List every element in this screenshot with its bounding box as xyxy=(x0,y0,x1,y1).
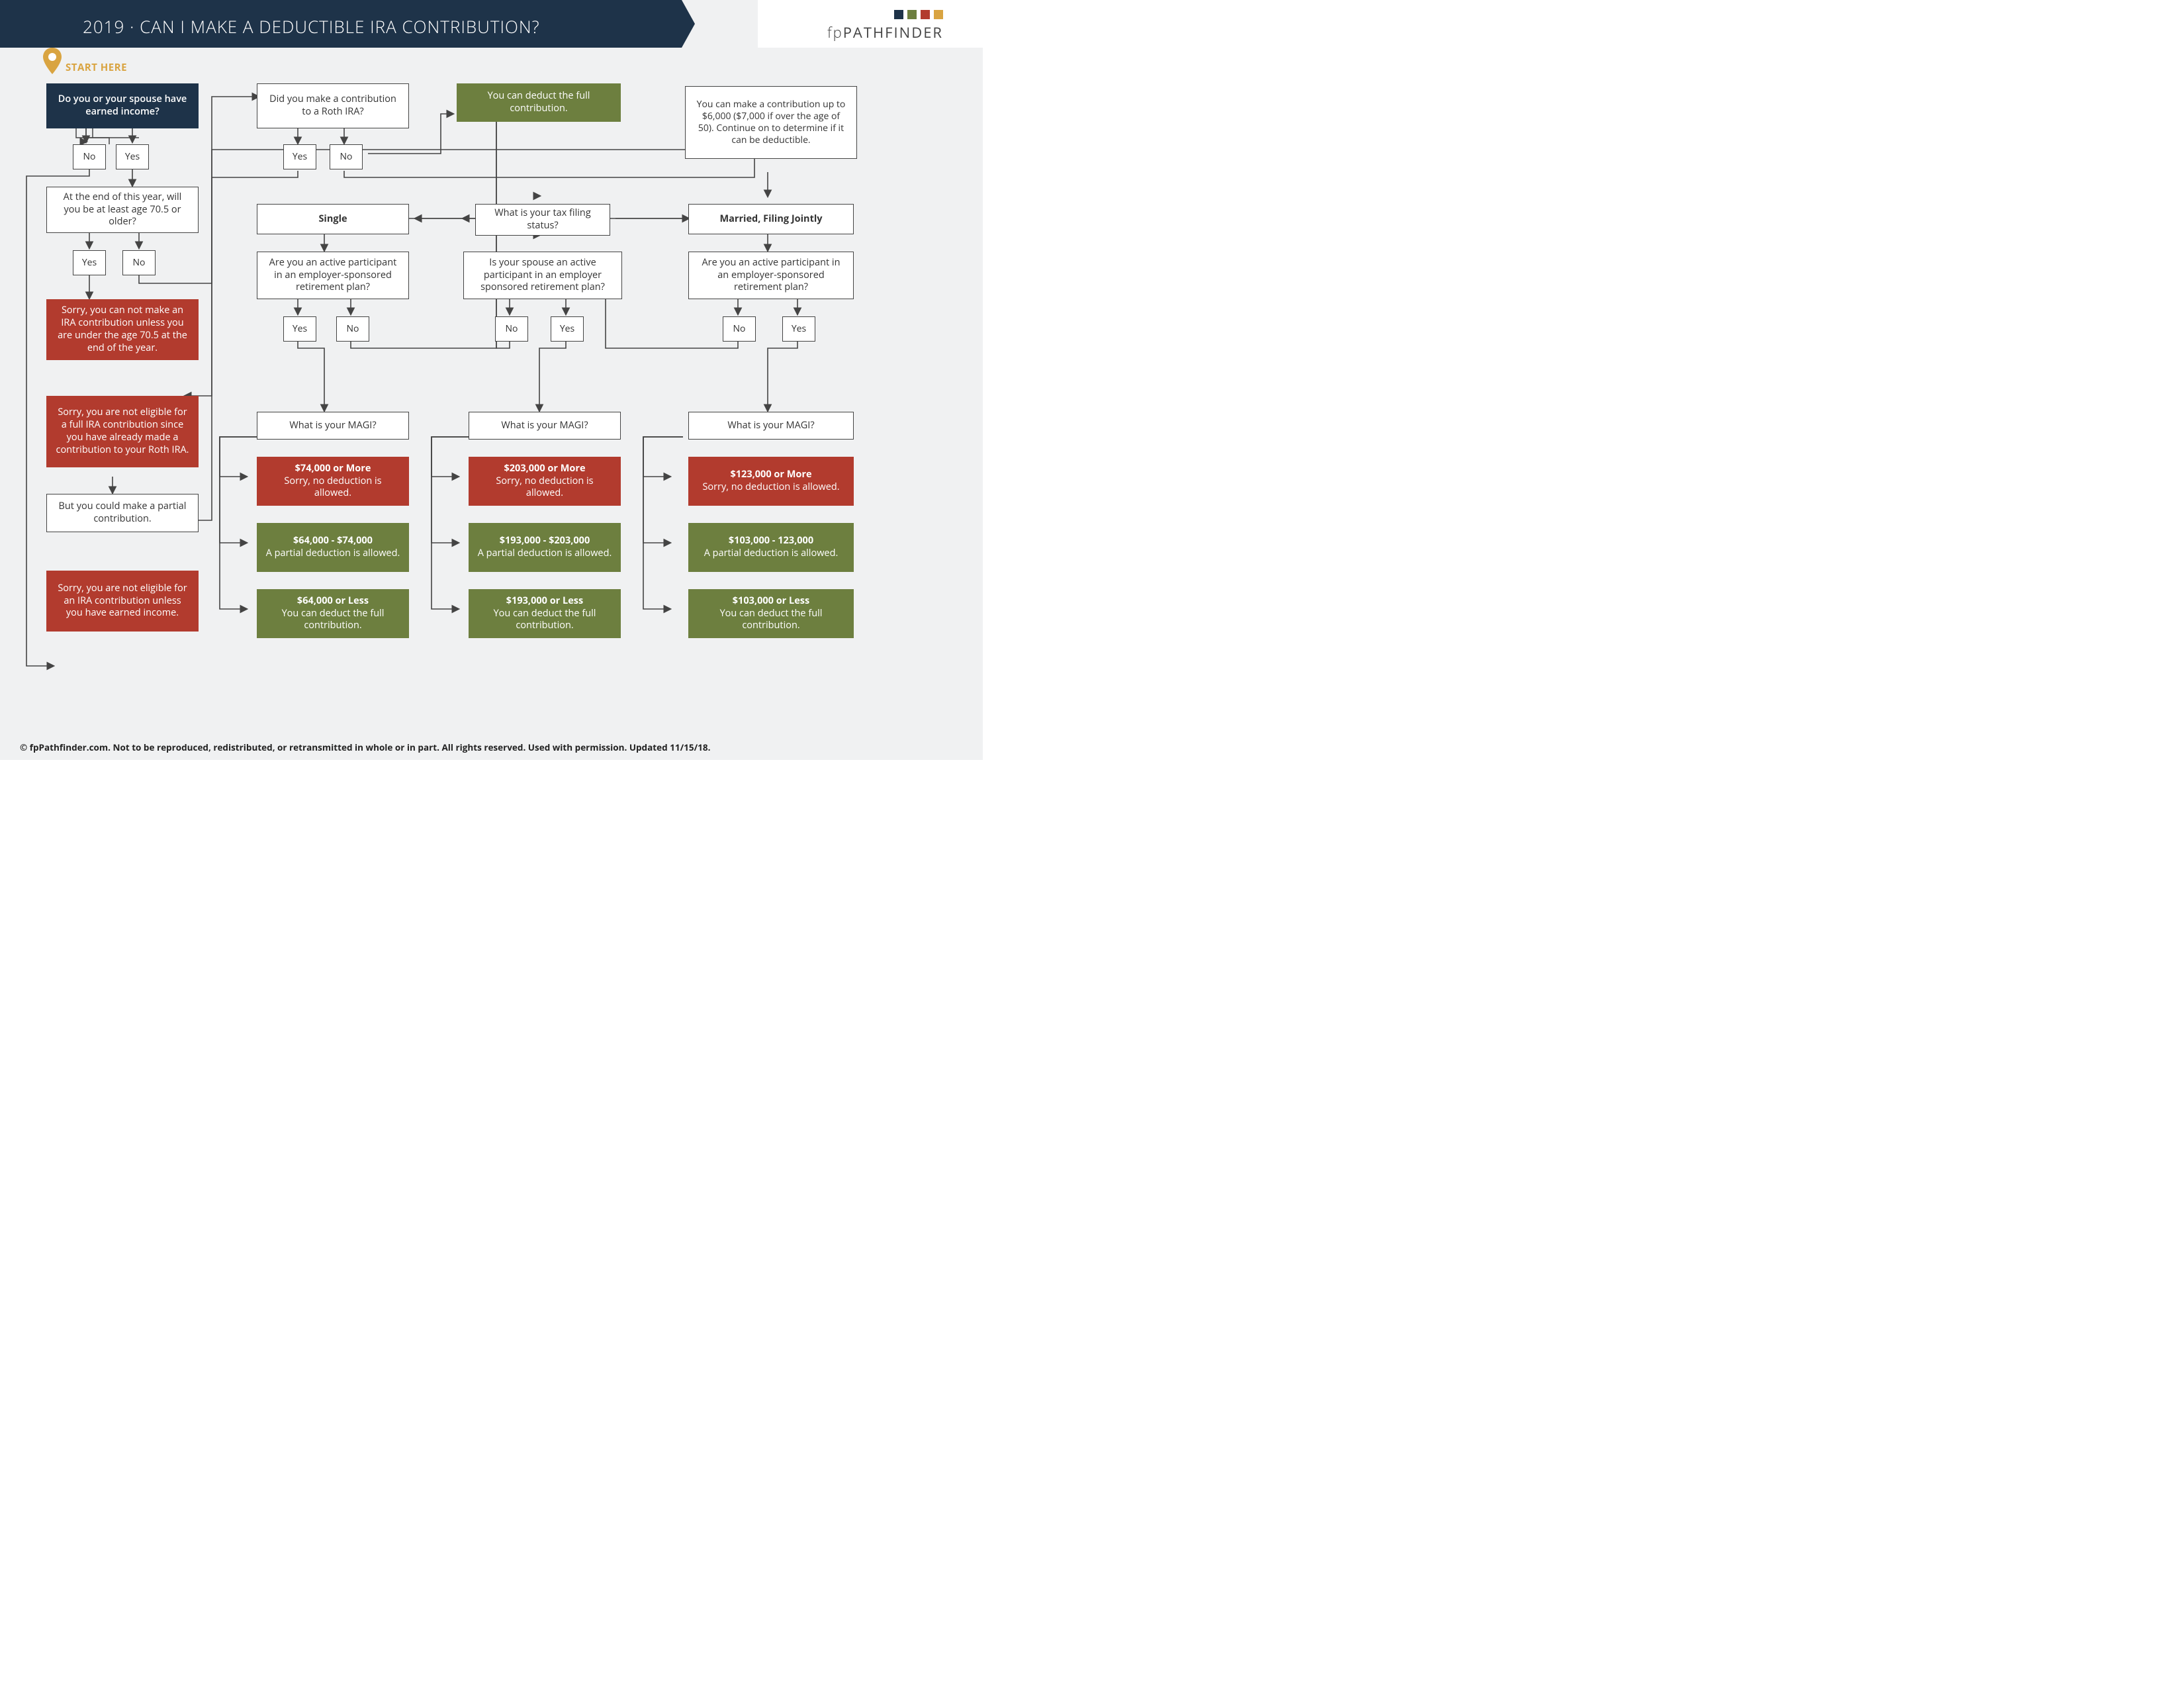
magi-text: A partial deduction is allowed. xyxy=(266,547,400,560)
magi-text: A partial deduction is allowed. xyxy=(478,547,612,560)
ans-no: No xyxy=(723,316,756,342)
logo-square xyxy=(894,10,903,19)
q-single-plan: Are you an active participant in an empl… xyxy=(257,252,409,299)
magi-married-low: $103,000 or Less You can deduct the full… xyxy=(688,589,854,638)
magi-text: Sorry, no deduction is allowed. xyxy=(477,475,612,500)
out-age-sorry: Sorry, you can not make an IRA contribut… xyxy=(46,299,199,360)
header-arrow-icon xyxy=(682,0,695,48)
ans-yes: Yes xyxy=(283,144,316,169)
out-contrib-limit: You can make a contribution up to $6,000… xyxy=(685,86,857,159)
magi-spouse-low: $193,000 or Less You can deduct the full… xyxy=(469,589,621,638)
ans-no: No xyxy=(336,316,369,342)
magi-text: Sorry, no deduction is allowed. xyxy=(265,475,400,500)
magi-single-mid: $64,000 - $74,000 A partial deduction is… xyxy=(257,523,409,572)
ans-yes: Yes xyxy=(73,250,106,275)
magi-spouse-mid: $193,000 - $203,000 A partial deduction … xyxy=(469,523,621,572)
magi-single-low: $64,000 or Less You can deduct the full … xyxy=(257,589,409,638)
q-magi-single: What is your MAGI? xyxy=(257,412,409,440)
header: 2019 · CAN I MAKE A DEDUCTIBLE IRA CONTR… xyxy=(0,0,983,48)
out-noearned-sorry: Sorry, you are not eligible for an IRA c… xyxy=(46,571,199,632)
status-married: Married, Filing Jointly xyxy=(688,204,854,234)
q-magi-married: What is your MAGI? xyxy=(688,412,854,440)
magi-text: Sorry, no deduction is allowed. xyxy=(702,481,839,494)
magi-text: You can deduct the full contribution. xyxy=(697,608,845,633)
magi-text: You can deduct the full contribution. xyxy=(477,608,612,633)
q-spouse-plan: Is your spouse an active participant in … xyxy=(463,252,622,299)
ans-no: No xyxy=(495,316,528,342)
magi-spouse-high: $203,000 or More Sorry, no deduction is … xyxy=(469,457,621,506)
ans-no: No xyxy=(122,250,156,275)
out-partial-butcould: But you could make a partial contributio… xyxy=(46,494,199,532)
ans-yes: Yes xyxy=(782,316,815,342)
magi-amount: $203,000 or More xyxy=(504,463,585,475)
map-pin-icon xyxy=(41,46,64,75)
ans-yes: Yes xyxy=(283,316,316,342)
logo-square xyxy=(921,10,930,19)
magi-amount: $64,000 - $74,000 xyxy=(293,535,373,547)
ans-no: No xyxy=(330,144,363,169)
magi-text: A partial deduction is allowed. xyxy=(704,547,839,560)
magi-amount: $193,000 - $203,000 xyxy=(500,535,590,547)
magi-amount: $74,000 or More xyxy=(295,463,371,475)
ans-yes: Yes xyxy=(551,316,584,342)
logo: fpPATHFINDER xyxy=(758,0,983,48)
page-title: 2019 · CAN I MAKE A DEDUCTIBLE IRA CONTR… xyxy=(83,15,540,38)
q-married-plan: Are you an active participant in an empl… xyxy=(688,252,854,299)
ans-yes: Yes xyxy=(116,144,149,169)
magi-amount: $123,000 or More xyxy=(730,469,811,481)
magi-amount: $103,000 or Less xyxy=(733,595,809,608)
logo-fp: fp xyxy=(827,23,843,42)
q-earned-income: Do you or your spouse have earned income… xyxy=(46,83,199,128)
magi-amount: $193,000 or Less xyxy=(506,595,583,608)
magi-married-mid: $103,000 - 123,000 A partial deduction i… xyxy=(688,523,854,572)
footer-copyright: © fpPathfinder.com. Not to be reproduced… xyxy=(20,741,710,753)
start-here-label: START HERE xyxy=(66,61,127,74)
status-single: Single xyxy=(257,204,409,234)
magi-text: You can deduct the full contribution. xyxy=(265,608,400,633)
magi-amount: $103,000 - 123,000 xyxy=(729,535,813,547)
logo-square xyxy=(934,10,943,19)
magi-married-high: $123,000 or More Sorry, no deduction is … xyxy=(688,457,854,506)
out-roth-sorry: Sorry, you are not eligible for a full I… xyxy=(46,396,199,467)
q-age: At the end of this year, will you be at … xyxy=(46,187,199,233)
magi-single-high: $74,000 or More Sorry, no deduction is a… xyxy=(257,457,409,506)
logo-squares-icon xyxy=(893,8,943,23)
q-filing-status: What is your tax filing status? xyxy=(475,204,610,236)
q-magi-spouse: What is your MAGI? xyxy=(469,412,621,440)
page: 2019 · CAN I MAKE A DEDUCTIBLE IRA CONTR… xyxy=(0,0,983,760)
magi-amount: $64,000 or Less xyxy=(297,595,369,608)
logo-text: fpPATHFINDER xyxy=(827,23,943,42)
logo-square xyxy=(907,10,917,19)
ans-no: No xyxy=(73,144,106,169)
logo-pf: PATHFINDER xyxy=(843,23,943,42)
q-roth: Did you make a contribution to a Roth IR… xyxy=(257,83,409,128)
out-full-deduct: You can deduct the full contribution. xyxy=(457,83,621,122)
